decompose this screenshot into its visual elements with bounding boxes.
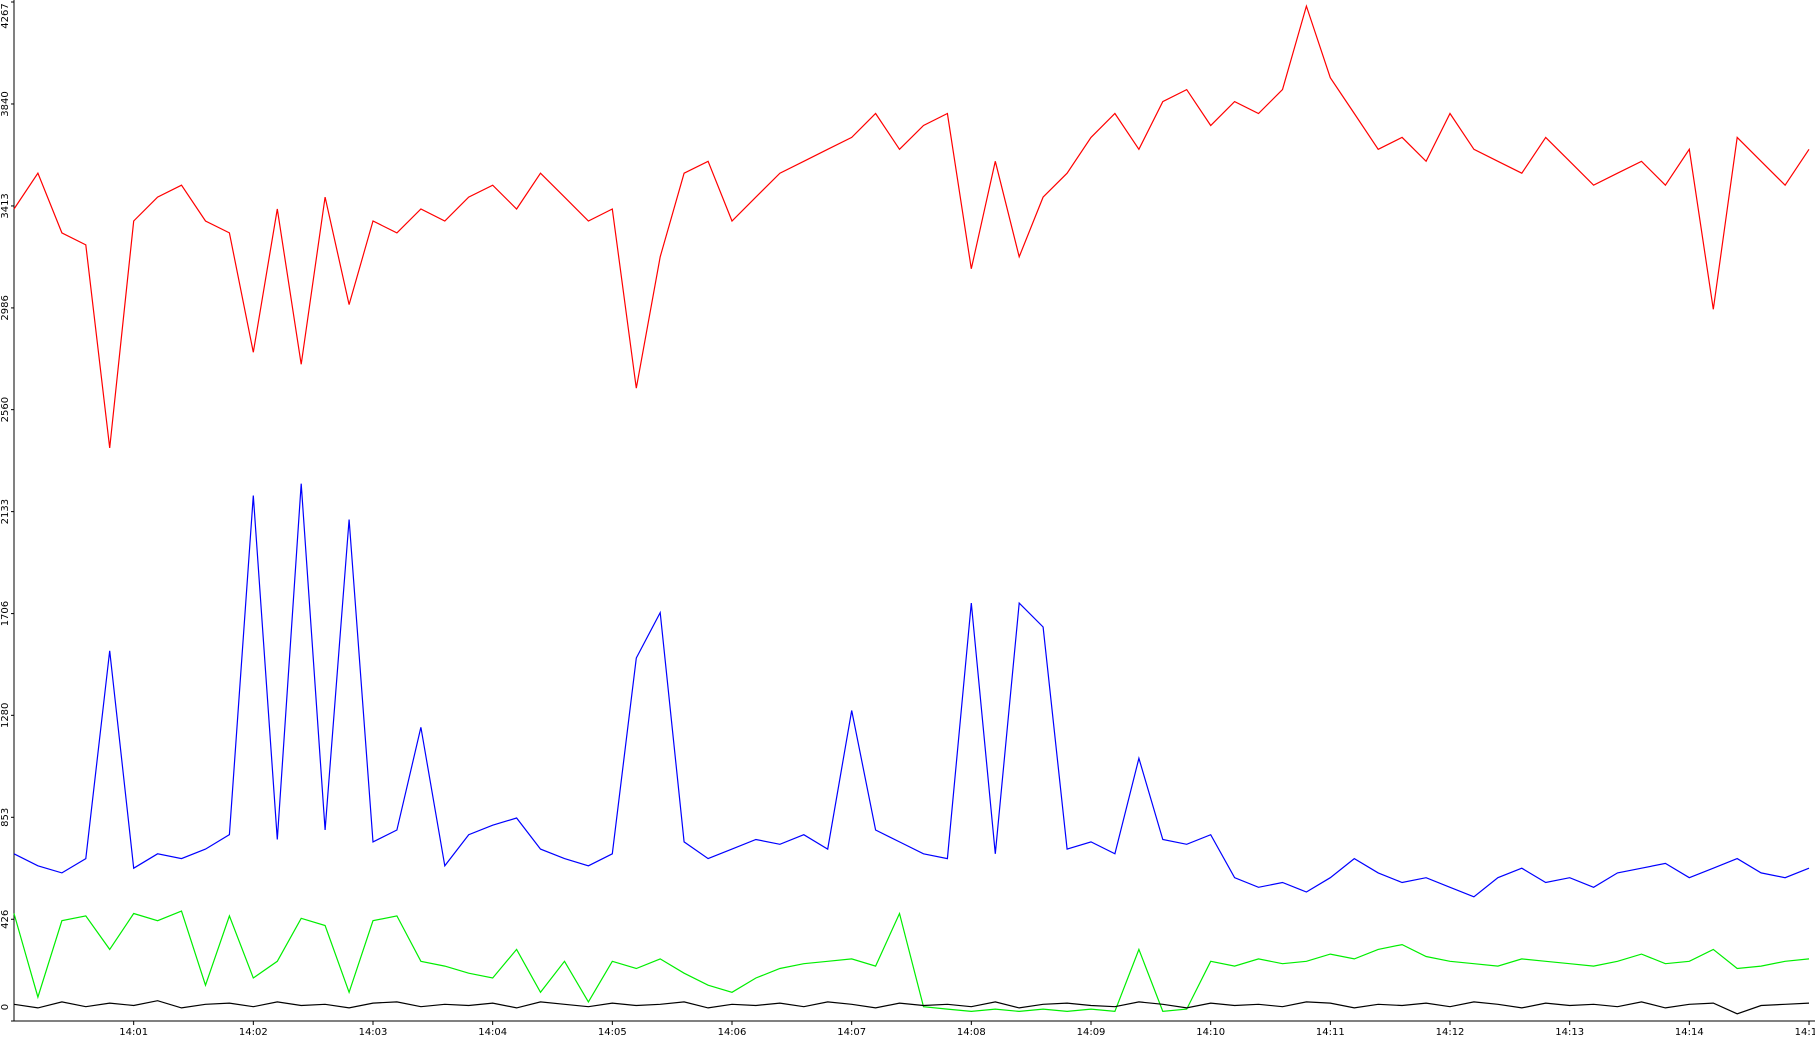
x-tick-label: 14:08 [957,1027,986,1038]
x-tick-label: 14:13 [1555,1027,1584,1038]
x-tick-label: 14:06 [718,1027,747,1038]
x-tick-label: 14:03 [359,1027,388,1038]
x-tick-label: 14:11 [1316,1027,1345,1038]
y-tick-label: 3840 [0,91,11,116]
y-tick-label: 4267 [0,3,11,28]
x-tick-label: 14:04 [478,1027,507,1038]
y-tick-label: 2986 [0,295,11,320]
x-tick-label: 14:10 [1196,1027,1225,1038]
y-tick-label: 426 [0,910,11,929]
y-tick-label: 2133 [0,499,11,524]
x-tick-label: 14:02 [239,1027,268,1038]
series-line [13,910,1810,1013]
y-tick-label: 1280 [0,703,11,728]
series-line [13,4,1810,448]
series-line [13,1000,1810,1015]
y-tick-label: 3413 [0,193,11,218]
y-tick-label: 853 [0,808,11,827]
x-tick-label: 14:01 [119,1027,148,1038]
x-tick-label: 14:07 [837,1027,866,1038]
x-tick-label: 14:09 [1077,1027,1106,1038]
x-tick-label: 14:12 [1436,1027,1465,1038]
series-line [13,483,1810,898]
y-tick-label: 2560 [0,397,11,422]
y-tick-label: 0 [0,1004,11,1010]
x-tick-label: 14:14 [1675,1027,1704,1038]
y-tick-label: 1706 [0,601,11,626]
x-tick-label: 14:05 [598,1027,627,1038]
x-tick-label: 14:15 [1795,1027,1815,1038]
